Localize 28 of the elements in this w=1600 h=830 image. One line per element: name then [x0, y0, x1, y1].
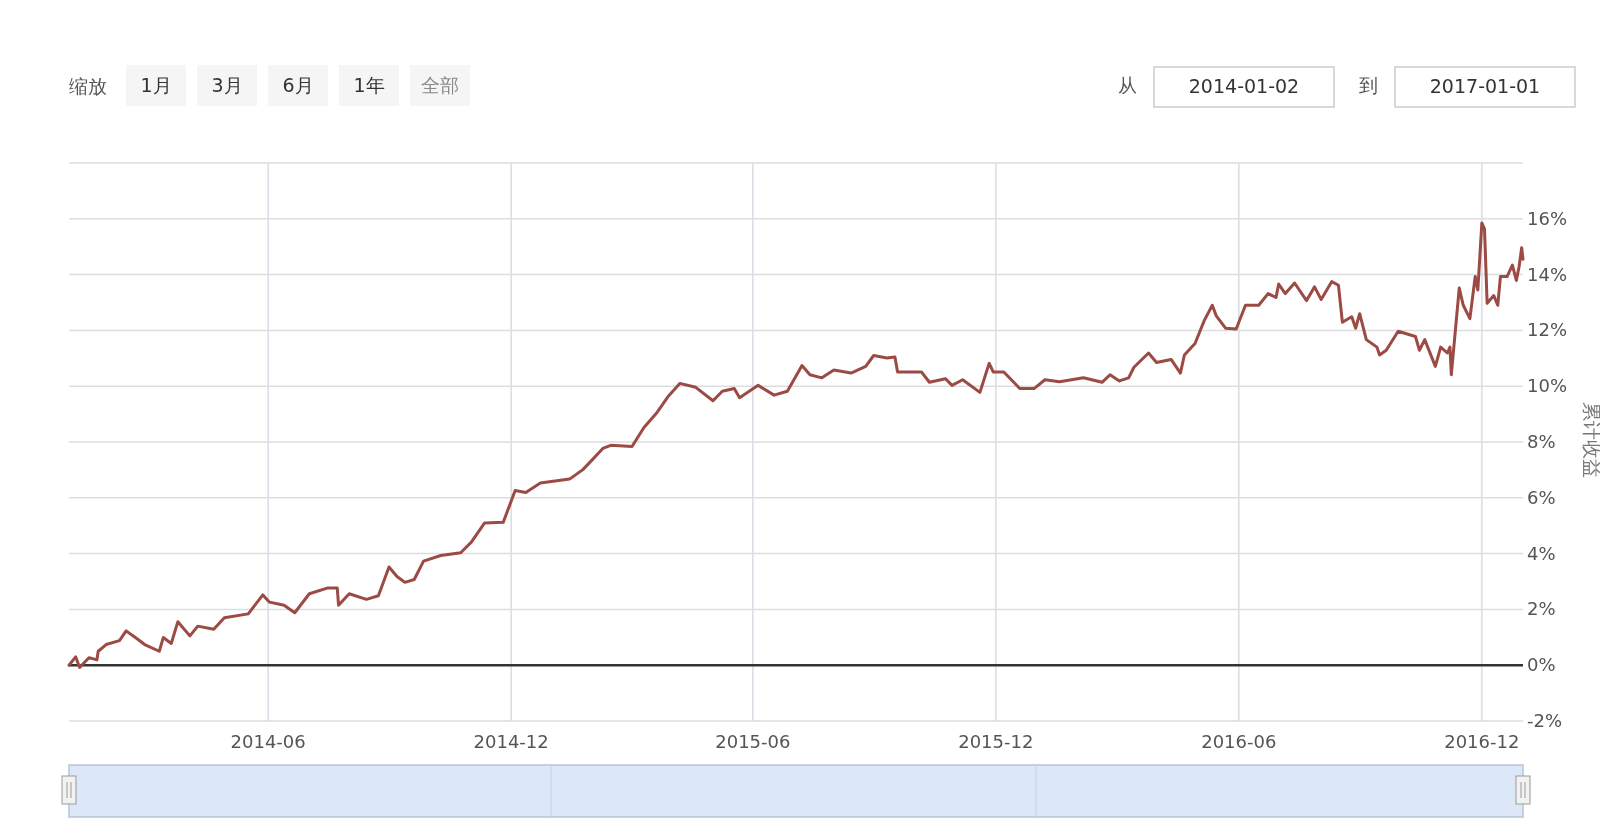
y-tick-label: 14%: [1527, 263, 1568, 285]
text: 到: [1358, 74, 1378, 96]
x-tick-label: 2014-12: [473, 731, 549, 752]
text: 1月: [140, 74, 172, 96]
x-tick-label: 2015-06: [715, 731, 791, 752]
y-tick-label: -2%: [1527, 710, 1563, 731]
text: 全部: [421, 74, 459, 96]
y-tick-label: 16%: [1527, 207, 1568, 229]
text: 2014-01-02: [1188, 75, 1300, 97]
text: 从: [1117, 74, 1137, 96]
line-series: [67, 221, 1525, 669]
y-tick-label: 2%: [1527, 598, 1556, 620]
x-tick-label: 2016-12: [1444, 731, 1520, 752]
y-tick-label: 0%: [1527, 654, 1556, 676]
y-tick-label: 4%: [1527, 542, 1556, 564]
text: 2017-01-01: [1429, 75, 1541, 97]
text: 1年: [353, 74, 385, 96]
x-tick-label: 2014-06: [230, 731, 306, 752]
y-axis-title: 累计收益: [1581, 402, 1600, 478]
y-tick-label: 6%: [1527, 486, 1556, 508]
text: 6月: [282, 74, 314, 96]
y-tick-label: 12%: [1527, 319, 1568, 341]
y-tick-label: 10%: [1527, 375, 1568, 397]
text: 缩放: [69, 75, 107, 97]
y-tick-label: 8%: [1527, 431, 1556, 452]
text: 3月: [211, 74, 243, 96]
x-tick-label: 2015-12: [958, 731, 1034, 752]
x-tick-label: 2016-06: [1201, 731, 1277, 752]
